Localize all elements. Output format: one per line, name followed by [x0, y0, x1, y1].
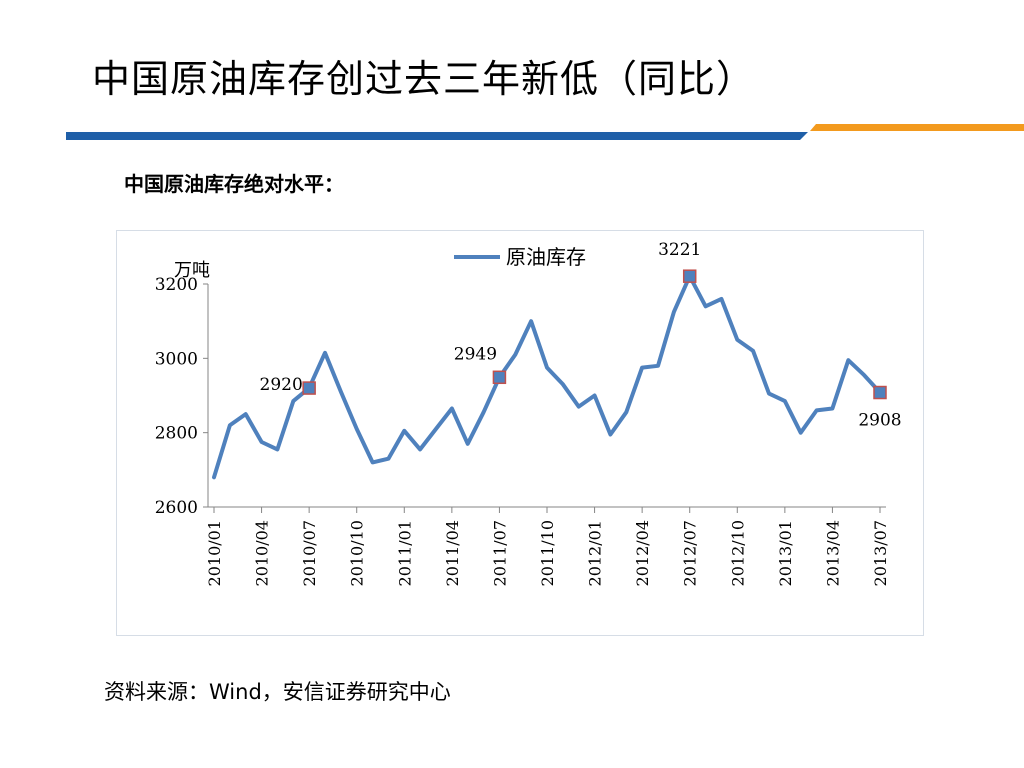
x-tick-label: 2010/04 [253, 520, 272, 586]
chart-subtitle: 中国原油库存绝对水平： [124, 172, 344, 196]
legend-label: 原油库存 [506, 245, 586, 269]
x-tick-label: 2012/01 [586, 520, 605, 586]
x-tick-label: 2013/01 [776, 520, 795, 586]
data-label: 2949 [454, 344, 497, 364]
data-point-marker [492, 370, 507, 385]
x-tick-label: 2010/10 [348, 520, 367, 586]
y-tick-label: 3000 [155, 349, 198, 369]
data-point-marker [873, 385, 887, 400]
chart-frame: 2600 2800 3000 3200 万吨 2010/01 2010/04 2010/07 2… [116, 230, 924, 636]
x-tick-label: 2013/07 [871, 520, 890, 586]
x-tick-label: 2010/01 [205, 520, 224, 586]
slide-title: 中国原油库存创过去三年新低（同比） [92, 57, 756, 101]
y-tick-label: 2800 [155, 424, 198, 444]
x-tick-label: 2011/10 [538, 520, 557, 586]
divider-blue-stripe [66, 132, 808, 140]
y-axis-title: 万吨 [174, 260, 210, 281]
x-tick-label: 2012/07 [681, 520, 700, 586]
x-tick-label: 2013/04 [823, 520, 842, 586]
x-tick-label: 2011/01 [395, 520, 414, 586]
y-tick-label: 3200 [155, 275, 198, 295]
x-tick-label: 2011/07 [490, 520, 509, 586]
source-note: 资料来源：Wind，安信证券研究中心 [104, 680, 451, 704]
series-line-crude-inventory [212, 274, 882, 480]
x-tick-label: 2012/10 [728, 520, 747, 586]
x-tick-label: 2011/04 [443, 520, 462, 586]
data-label: 2908 [858, 411, 901, 431]
title-divider-band [66, 124, 1024, 140]
divider-orange-stripe [810, 124, 1024, 131]
data-point-marker [302, 381, 316, 395]
y-tick-label: 2600 [155, 498, 198, 518]
data-point-marker [682, 269, 697, 283]
x-tick-label: 2010/07 [300, 520, 319, 586]
data-label: 3221 [658, 240, 701, 260]
x-tick-label: 2012/04 [633, 520, 652, 586]
data-label: 2920 [260, 375, 303, 395]
